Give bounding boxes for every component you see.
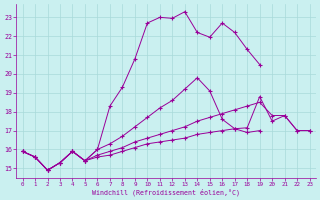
X-axis label: Windchill (Refroidissement éolien,°C): Windchill (Refroidissement éolien,°C) (92, 188, 240, 196)
